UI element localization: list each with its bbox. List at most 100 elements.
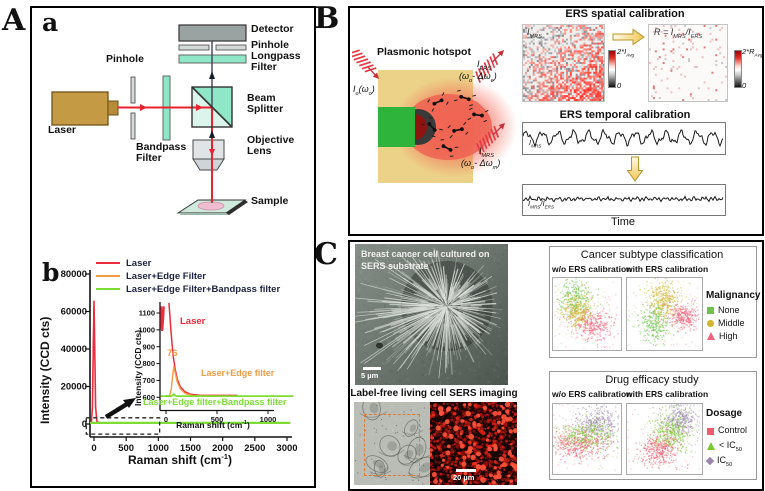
sem-scalebar: [363, 367, 381, 370]
svg-text:1100: 1100: [139, 309, 155, 318]
svg-text:800: 800: [142, 359, 155, 368]
svg-text:0: 0: [91, 443, 96, 454]
ratio-trace-label: IMRS/IERS: [528, 199, 555, 210]
panel-a-label: A: [2, 3, 26, 38]
pinhole-left-label: Pinhole: [106, 53, 144, 65]
drug-with-plot: [626, 403, 703, 475]
mrs-colorbar: [608, 50, 616, 88]
dosage-legend-title: Dosage: [706, 408, 743, 419]
pinhole-top-label: Pinhole: [251, 39, 289, 51]
sample-front-shape: [178, 213, 229, 215]
legend-item-none: None: [707, 305, 740, 315]
svg-text:2500: 2500: [244, 443, 265, 454]
scatter-canvas: [627, 404, 700, 472]
legend-label: High: [719, 331, 738, 341]
triangle-marker-icon: [707, 442, 715, 451]
mrs-beam-label: IMRS: [479, 146, 494, 159]
sem-scalebar-label: 5 µm: [361, 371, 379, 380]
drug-col1-label: w/o ERS calibration: [552, 389, 632, 399]
classification-col1-label: w/o ERS calibration: [552, 264, 632, 274]
laser-label: Laser: [48, 124, 77, 136]
svg-text:0: 0: [82, 419, 87, 430]
legend-swatch: [96, 287, 120, 291]
legend-label: None: [718, 305, 740, 315]
beamsplitter-diagonal: [191, 86, 233, 128]
ratio-trace-plot: [523, 185, 723, 213]
panel-a-sub-b-label: b: [42, 258, 60, 287]
detector-shape: [178, 24, 247, 42]
classification-wo-plot: [552, 277, 622, 351]
beamsplitter-label: Beam Splitter: [247, 92, 284, 116]
legend-item-middle: Middle: [707, 318, 745, 328]
triangle-marker-icon: [707, 332, 715, 340]
temporal-calibration-title: ERS temporal calibration: [559, 109, 691, 121]
svg-text:1000: 1000: [260, 415, 277, 424]
inset-edge-label: Laser+Edge filter: [201, 368, 275, 378]
signal-arrow-icon: [209, 71, 215, 79]
detector-label: Detector: [251, 23, 294, 35]
legend-label: Laser+Edge Filter: [126, 270, 206, 282]
classification-title: Cancer subtype classification: [580, 249, 724, 261]
optical-setup-diagram: [51, 24, 248, 215]
objective-lens-tip-shape: [192, 158, 225, 171]
svg-text:500: 500: [211, 415, 224, 424]
drug-col2-label: with ERS calibration: [626, 389, 709, 399]
sers-scalebar-label: 20 µm: [453, 473, 475, 482]
svg-text:500: 500: [118, 443, 134, 454]
svg-text:40000: 40000: [61, 344, 87, 355]
mrs-map-image: [522, 24, 605, 102]
circle-marker-icon: [707, 319, 714, 327]
legend-label: IC50: [717, 455, 733, 468]
calibration-arrow-down-icon: [627, 156, 643, 182]
legend-label: Middle: [718, 318, 745, 328]
x-axis-title: Raman shift (cm-1): [128, 452, 232, 467]
spectrum-plot: 0 20000 40000 60000 80000 0 500 1000 1500 2000 250…: [61, 269, 298, 454]
legend-swatch: [96, 261, 120, 265]
scatter-canvas: [553, 404, 619, 472]
legend-label: < IC50: [719, 440, 742, 453]
hotspot-title: Plasmonic hotspot: [377, 46, 471, 58]
svg-text:1000: 1000: [138, 325, 155, 334]
svg-text:80000: 80000: [61, 269, 87, 280]
objective-lens-body-shape: [192, 139, 225, 160]
waveguide-shape: [378, 107, 415, 147]
ratio-colorbar: [734, 50, 742, 88]
spatial-calibration-title: ERS spatial calibration: [565, 8, 685, 20]
mrs-colorbar-min: 0: [617, 81, 622, 90]
pinhole-left-upper-shape: [130, 76, 136, 104]
ratio-trace-box: [522, 184, 726, 216]
legend-item-below-ic50: < IC50: [707, 440, 742, 453]
laser-body-shape: [51, 91, 109, 126]
sample-spot-shape: [197, 201, 225, 211]
svg-text:900: 900: [142, 342, 155, 351]
plasmonic-hotspot-illustration: [352, 49, 517, 183]
legend-item-ic50: IC50: [705, 455, 733, 468]
bandpass-label: Bandpass Filter: [136, 141, 187, 165]
panel-b-label: B: [314, 1, 340, 36]
mrs-beam-shift: (ωo- Δωm): [461, 158, 501, 171]
inset-peak-annotation: 76: [167, 348, 178, 359]
ratio-colorbar-min: 0: [742, 81, 747, 90]
raw-trace-plot: [523, 123, 723, 152]
svg-text:60000: 60000: [61, 307, 87, 318]
legend-label: Laser+Edge Filter+Bandpass filter: [126, 283, 281, 295]
beam-arrow-icon: [209, 149, 215, 156]
legend-swatch: [96, 274, 120, 278]
drug-wo-plot: [552, 403, 622, 475]
mrs-colorbar-max: 2*IAvg: [617, 47, 635, 58]
legend-label: Laser: [126, 257, 152, 269]
pinhole-top-right-shape: [215, 44, 247, 51]
signal-arrow-icon: [209, 130, 215, 138]
classification-col2-label: with ERS calibration: [626, 264, 709, 274]
legend-item-edge: Laser+Edge Filter: [96, 270, 206, 282]
beam-arrow-icon: [196, 104, 203, 111]
beam-arrow-icon: [140, 104, 147, 111]
sem-image: [355, 244, 508, 385]
longpass-label: Longpass Filter: [251, 50, 301, 74]
square-marker-icon: [707, 427, 714, 435]
legend-label: Control: [718, 425, 748, 435]
raw-trace-box: [522, 122, 726, 155]
mrs-map-label: IMRS: [527, 27, 542, 40]
svg-text:20000: 20000: [61, 382, 87, 393]
